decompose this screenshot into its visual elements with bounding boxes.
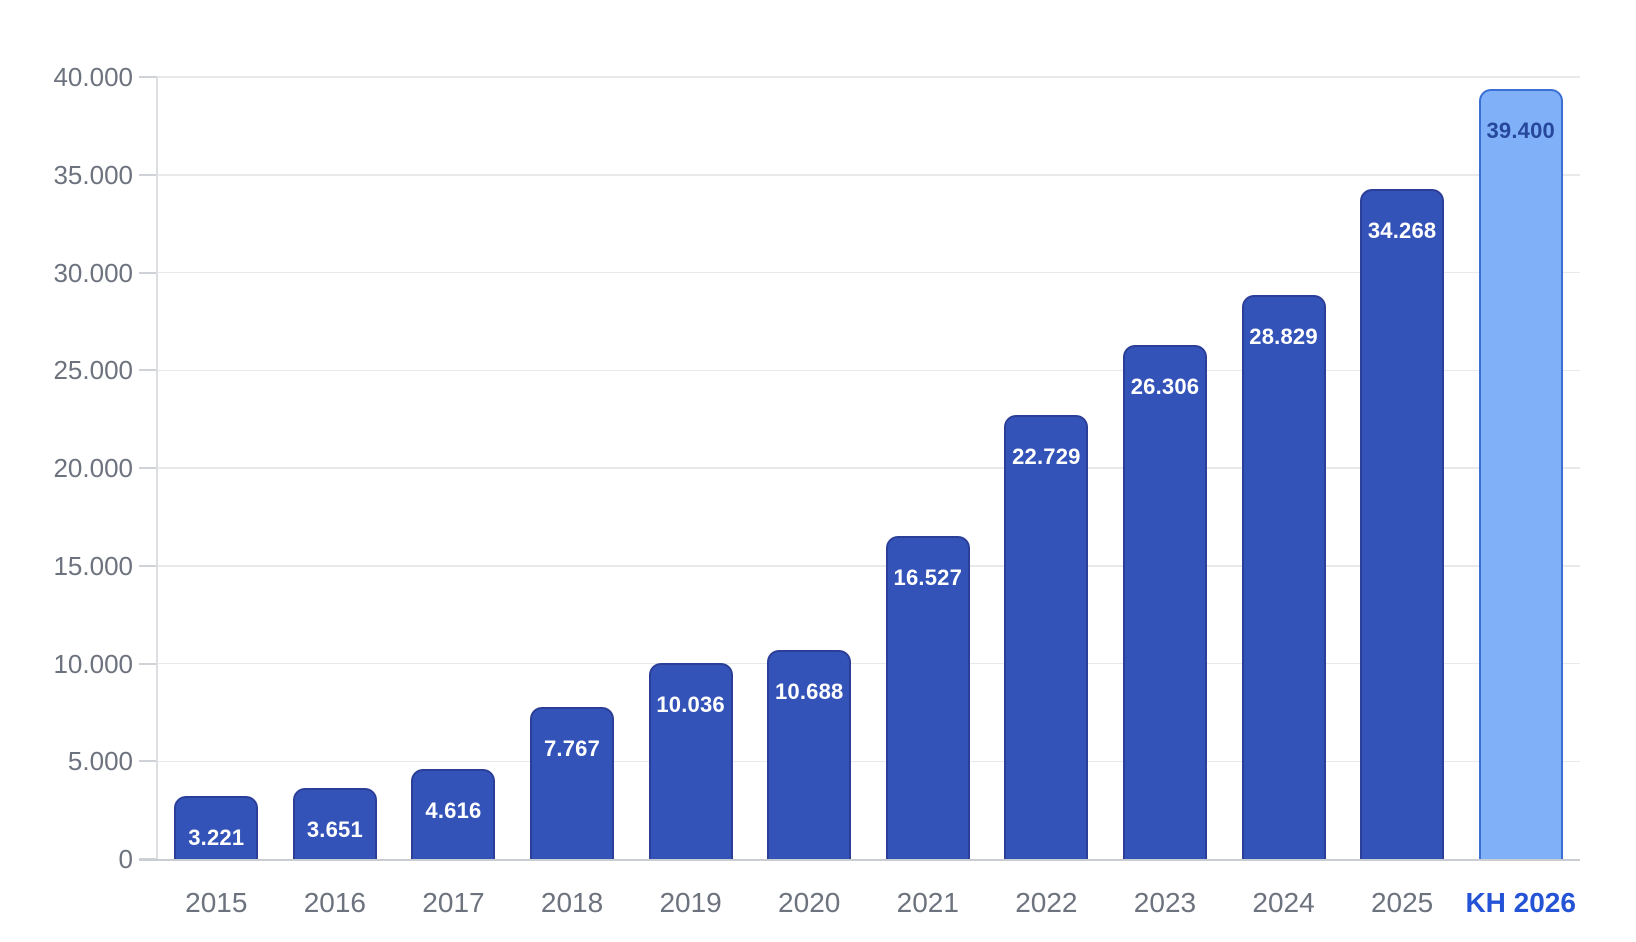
gridline-25.000 <box>157 369 1580 371</box>
bar-value-label-2022: 22.729 <box>1012 443 1081 469</box>
gridline-10.000 <box>157 662 1580 665</box>
y-tick-label-5.000: 5.000 <box>67 746 133 777</box>
bar-2021[interactable]: 16.527 <box>885 535 970 859</box>
x-tick-label-2025: 2025 <box>1370 887 1434 918</box>
y-tick-label-15.000: 15.000 <box>53 550 133 581</box>
y-tick-label-35.000: 35.000 <box>53 159 133 190</box>
x-tick-label-2022: 2022 <box>1015 887 1078 918</box>
bar-value-label-2016: 3.651 <box>306 816 363 842</box>
y-tick-mark <box>139 76 157 78</box>
bar-value-label-2019: 10.036 <box>656 691 725 717</box>
gridline-15.000 <box>157 565 1580 567</box>
y-tick-label-30.000: 30.000 <box>53 257 133 288</box>
bar-2023[interactable]: 26.306 <box>1122 344 1207 859</box>
x-tick-label-2023: 2023 <box>1133 887 1197 918</box>
y-tick-mark <box>139 467 157 469</box>
x-tick-label-2021: 2021 <box>896 887 959 918</box>
gridline-40.000 <box>157 76 1580 78</box>
x-tick-label-kh-2026: KH 2026 <box>1465 887 1576 918</box>
y-tick-mark <box>139 760 157 763</box>
x-tick-label-2016: 2016 <box>303 887 367 918</box>
y-tick-label-0: 0 <box>118 844 133 874</box>
bar-2022[interactable]: 22.729 <box>1004 414 1089 859</box>
y-tick-label-25.000: 25.000 <box>53 355 133 386</box>
x-tick-label-2020: 2020 <box>778 887 841 918</box>
y-tick-mark <box>139 173 157 176</box>
bar-2017[interactable]: 4.616 <box>411 768 496 859</box>
x-tick-label-2024: 2024 <box>1252 887 1315 918</box>
x-tick-label-2019: 2019 <box>659 887 722 918</box>
bar-value-label-2025: 34.268 <box>1367 218 1437 244</box>
y-tick-label-20.000: 20.000 <box>53 453 133 483</box>
x-tick-label-2015: 2015 <box>185 887 248 918</box>
y-tick-label-40.000: 40.000 <box>53 62 133 92</box>
bar-value-label-2018: 7.767 <box>544 736 601 762</box>
gridline-20.000 <box>157 467 1580 469</box>
x-axis-line <box>139 858 1580 861</box>
y-tick-mark <box>139 564 157 567</box>
y-axis-line <box>156 77 158 859</box>
bar-2019[interactable]: 10.036 <box>648 662 733 859</box>
bar-2025[interactable]: 34.268 <box>1360 189 1445 859</box>
bar-2020[interactable]: 10.688 <box>767 650 852 859</box>
bar-value-label-2023: 26.306 <box>1130 373 1200 399</box>
x-tick-label-2018: 2018 <box>540 887 604 918</box>
bar-value-label-2020: 10.688 <box>774 679 844 705</box>
bar-value-label-2024: 28.829 <box>1249 324 1318 350</box>
bar-value-label-kh-2026: 39.400 <box>1486 117 1555 143</box>
y-tick-label-10.000: 10.000 <box>53 648 133 679</box>
gridline-35.000 <box>157 174 1580 176</box>
bar-value-label-2015: 3.221 <box>188 825 245 851</box>
gridline-5.000 <box>157 760 1580 762</box>
gridline-30.000 <box>157 271 1580 274</box>
bar-2024[interactable]: 28.829 <box>1241 295 1326 859</box>
bar-2015[interactable]: 3.221 <box>174 796 259 859</box>
y-tick-mark <box>139 662 157 665</box>
bar-value-label-2021: 16.527 <box>893 564 963 590</box>
bar-kh-2026[interactable]: 39.400 <box>1478 88 1563 859</box>
bar-2018[interactable]: 7.767 <box>530 707 615 859</box>
bar-value-label-2017: 4.616 <box>425 797 482 823</box>
y-tick-mark <box>139 271 157 274</box>
y-tick-mark <box>139 369 157 372</box>
x-tick-label-2017: 2017 <box>422 887 485 918</box>
bar-2016[interactable]: 3.651 <box>292 787 377 859</box>
